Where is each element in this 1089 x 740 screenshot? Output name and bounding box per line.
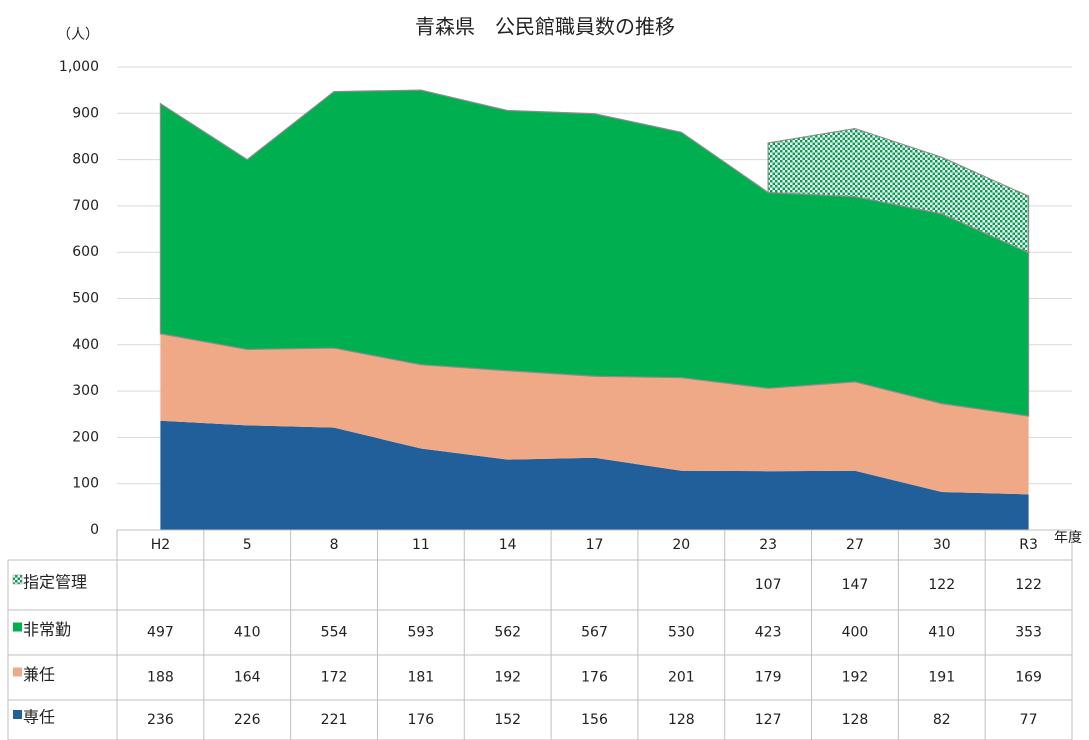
y-tick-label: 800 [72,152,99,168]
table-value: 147 [842,577,869,593]
x-tick-label: 14 [499,537,517,553]
table-value: 400 [842,625,869,641]
table-value: 410 [234,625,261,641]
legend-swatch [12,574,23,585]
area [160,420,1029,530]
y-tick-label: 200 [72,429,99,445]
table-value: 188 [147,670,174,686]
table-value: 554 [321,625,348,641]
area [159,89,1030,417]
table-value: 179 [755,670,782,686]
table-value: 567 [581,625,608,641]
y-tick-label: 600 [72,244,99,260]
table-value: 176 [407,712,434,728]
chart-title: 青森県 公民館職員数の推移 [415,15,675,39]
legend-swatch [13,667,22,677]
table-value: 530 [668,625,695,641]
table-value: 77 [1020,712,1038,728]
y-tick-label: 400 [72,337,99,353]
table-value: 192 [494,670,521,686]
table-value: 156 [581,712,608,728]
x-tick-label: 8 [330,537,339,553]
x-tick-label: 5 [243,537,252,553]
table-value: 353 [1015,625,1042,641]
y-tick-label: 900 [72,105,99,121]
table-value: 172 [321,670,348,686]
x-tick-label: 17 [586,537,604,553]
legend-label: 専任 [23,708,55,727]
table-value: 127 [755,712,782,728]
x-tick-label: 11 [412,537,430,553]
legend-swatch [13,622,22,632]
legend-label: 指定管理 [23,573,87,592]
y-tick-label: 700 [72,198,99,214]
table-value: 191 [928,670,955,686]
table-value: 593 [407,625,434,641]
table-value: 107 [755,577,782,593]
table-value: 122 [1015,577,1042,593]
area [160,333,1029,495]
y-tick-label: 500 [72,291,99,307]
table-value: 82 [933,712,951,728]
table-value: 423 [755,625,782,641]
x-tick-label: 30 [933,537,951,553]
y-axis-label: （人） [57,27,99,43]
table-value: 128 [842,712,869,728]
table-value: 152 [494,712,521,728]
table-value: 181 [407,670,434,686]
table-value: 497 [147,625,174,641]
area [767,127,1030,254]
x-tick-label: 20 [672,537,690,553]
x-axis-label: 年度 [1054,530,1082,546]
table-value: 221 [321,712,348,728]
legend-label: 兼任 [23,665,55,684]
y-tick-label: 0 [90,522,99,538]
table-value: 122 [928,577,955,593]
table-value: 192 [842,670,869,686]
table-value: 410 [928,625,955,641]
x-tick-label: R3 [1019,537,1038,553]
y-tick-label: 100 [72,476,99,492]
table-value: 169 [1015,670,1042,686]
table-value: 236 [147,712,174,728]
y-tick-label: 1,000 [59,59,99,75]
table-value: 562 [494,625,521,641]
y-tick-label: 300 [72,383,99,399]
x-tick-label: 27 [846,537,864,553]
table-value: 128 [668,712,695,728]
legend-swatch [13,710,22,719]
legend-label: 非常勤 [23,620,71,639]
table-value: 164 [234,670,261,686]
x-tick-label: H2 [151,537,170,553]
table-value: 226 [234,712,261,728]
table-value: 201 [668,670,695,686]
table-value: 176 [581,670,608,686]
x-tick-label: 23 [759,537,777,553]
